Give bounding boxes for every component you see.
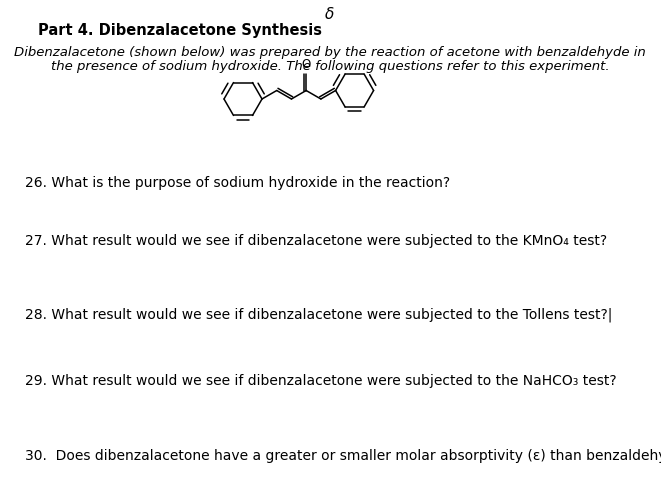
Text: O: O	[301, 57, 311, 71]
Text: 29. What result would we see if dibenzalacetone were subjected to the NaHCO₃ tes: 29. What result would we see if dibenzal…	[25, 374, 617, 388]
Text: the presence of sodium hydroxide. The following questions refer to this experime: the presence of sodium hydroxide. The fo…	[51, 60, 609, 73]
Text: 26. What is the purpose of sodium hydroxide in the reaction?: 26. What is the purpose of sodium hydrox…	[25, 176, 450, 190]
Text: 27. What result would we see if dibenzalacetone were subjected to the KMnO₄ test: 27. What result would we see if dibenzal…	[25, 234, 607, 248]
Text: δ: δ	[325, 7, 334, 22]
Text: 28. What result would we see if dibenzalacetone were subjected to the Tollens te: 28. What result would we see if dibenzal…	[25, 308, 612, 323]
Text: Part 4. Dibenzalacetone Synthesis: Part 4. Dibenzalacetone Synthesis	[38, 23, 322, 38]
Text: Dibenzalacetone (shown below) was prepared by the reaction of acetone with benza: Dibenzalacetone (shown below) was prepar…	[14, 46, 646, 59]
Text: 30.  Does dibenzalacetone have a greater or smaller molar absorptivity (ε) than : 30. Does dibenzalacetone have a greater …	[25, 449, 661, 463]
